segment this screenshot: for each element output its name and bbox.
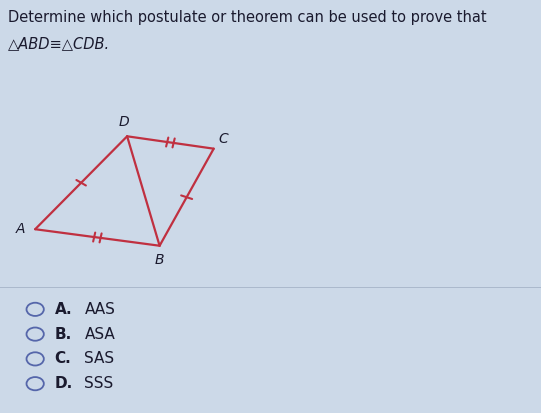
Text: SAS: SAS <box>84 351 115 366</box>
Text: A: A <box>16 222 25 236</box>
Text: D: D <box>119 115 129 129</box>
Text: ASA: ASA <box>84 327 115 342</box>
Text: A.: A. <box>55 302 72 317</box>
Text: Determine which postulate or theorem can be used to prove that: Determine which postulate or theorem can… <box>8 10 487 25</box>
Text: C.: C. <box>55 351 71 366</box>
Text: D.: D. <box>55 376 73 391</box>
Text: C: C <box>219 133 228 147</box>
Text: B: B <box>155 253 164 267</box>
Text: △ABD≡△CDB.: △ABD≡△CDB. <box>8 36 110 51</box>
Text: AAS: AAS <box>84 302 115 317</box>
Text: SSS: SSS <box>84 376 114 391</box>
Text: B.: B. <box>55 327 72 342</box>
